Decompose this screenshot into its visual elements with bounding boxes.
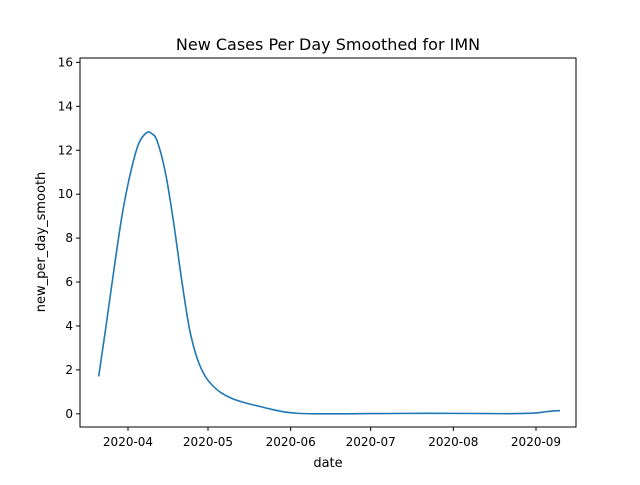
y-tick-label: 4	[65, 319, 73, 333]
y-tick-label: 8	[65, 231, 73, 245]
x-tick-label: 2020-07	[346, 435, 396, 449]
x-axis: 2020-04 2020-05 2020-06 2020-07 2020-08 2020-…	[103, 427, 561, 449]
y-tick-label: 10	[58, 187, 73, 201]
x-tick-label: 2020-08	[428, 435, 478, 449]
y-tick-label: 0	[65, 407, 73, 421]
y-tick-label: 12	[58, 143, 73, 157]
y-axis-label: new_per_day_smooth	[34, 172, 49, 313]
x-tick-label: 2020-04	[103, 435, 153, 449]
x-axis-label: date	[313, 456, 342, 471]
y-tick-label: 16	[58, 55, 73, 69]
x-tick-label: 2020-06	[266, 435, 316, 449]
chart-title: New Cases Per Day Smoothed for IMN	[176, 35, 480, 54]
series-layer	[97, 131, 561, 415]
series-line	[97, 131, 561, 415]
y-tick-label: 6	[65, 275, 73, 289]
x-tick-label: 2020-05	[183, 435, 233, 449]
y-axis: 0 2 4 6 8 10 12 14 16	[58, 55, 80, 421]
plot-frame	[79, 57, 577, 428]
y-tick-label: 14	[58, 99, 73, 113]
y-tick-label: 2	[65, 363, 73, 377]
x-tick-label: 2020-09	[511, 435, 561, 449]
